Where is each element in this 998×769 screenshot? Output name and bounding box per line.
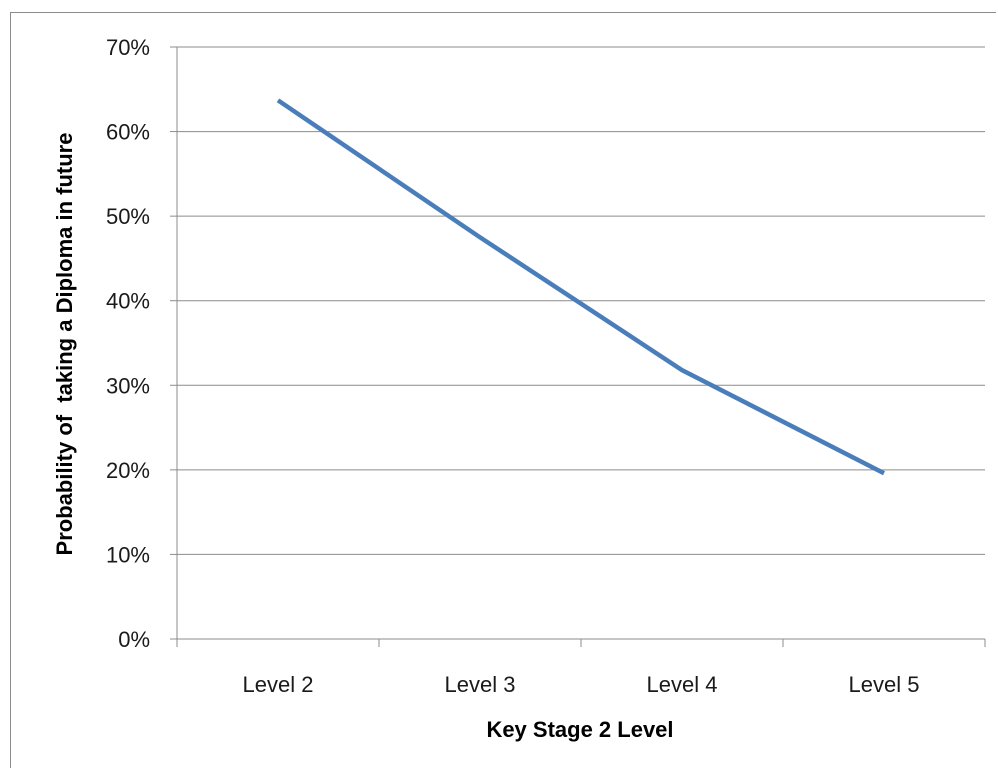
y-tick-label: 40% [106,289,150,314]
y-tick-label: 20% [106,458,150,483]
y-tick-label: 30% [106,373,150,398]
x-tick-label: Level 4 [647,672,718,697]
x-tick-labels: Level 2 Level 3 Level 4 Level 5 [243,672,920,697]
y-tick-label: 0% [118,627,150,652]
axes [170,46,986,647]
y-tick-label: 60% [106,120,150,145]
series-line [276,98,886,476]
y-tick-label: 50% [106,204,150,229]
y-tick-labels: 0% 10% 20% 30% 40% 50% 60% 70% [106,35,150,652]
x-tick-label: Level 5 [849,672,920,697]
chart-frame [10,12,996,768]
y-axis-title: Probability of taking a Diploma in futur… [52,133,77,556]
series-group [276,98,886,476]
x-tick-label: Level 2 [243,672,314,697]
y-tick-label: 10% [106,542,150,567]
y-tick-label: 70% [106,35,150,60]
x-tick-label: Level 3 [445,672,516,697]
x-axis-title: Key Stage 2 Level [486,717,673,742]
gridlines [177,46,985,555]
